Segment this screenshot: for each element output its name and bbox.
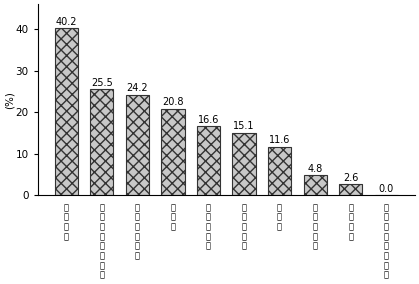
Bar: [161, 109, 184, 195]
Bar: [197, 126, 220, 195]
Bar: [126, 95, 149, 195]
Bar: [268, 147, 291, 195]
Text: 2.6: 2.6: [343, 173, 358, 183]
Text: 20.8: 20.8: [162, 97, 184, 107]
Bar: [339, 185, 362, 195]
Text: 11.6: 11.6: [269, 135, 290, 145]
Text: 25.5: 25.5: [91, 78, 113, 88]
Text: 15.1: 15.1: [233, 121, 255, 131]
Bar: [55, 28, 78, 195]
Bar: [91, 89, 114, 195]
Text: 16.6: 16.6: [198, 115, 219, 125]
Text: 4.8: 4.8: [308, 164, 323, 174]
Text: 24.2: 24.2: [127, 83, 148, 93]
Text: 0.0: 0.0: [378, 184, 394, 194]
Text: 40.2: 40.2: [56, 16, 77, 27]
Y-axis label: (%): (%): [4, 91, 14, 109]
Bar: [303, 175, 327, 195]
Bar: [233, 133, 256, 195]
